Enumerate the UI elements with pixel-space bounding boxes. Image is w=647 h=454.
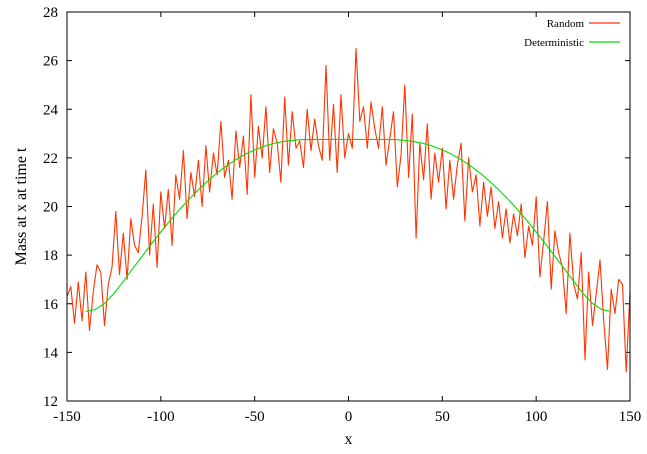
x-tick-label: -100 — [147, 409, 175, 425]
plot-frame — [66, 11, 631, 402]
legend: Random Deterministic — [524, 18, 620, 49]
x-tick-label: 100 — [525, 409, 548, 425]
series-line-deterministic — [85, 138, 612, 313]
y-tick-label: 26 — [43, 54, 59, 70]
y-tick-label: 14 — [43, 345, 59, 361]
x-tick-label: -50 — [245, 409, 265, 425]
tick-labels: -150 -100 -50 0 50 100 150 12 14 16 18 20 22 24 26 28 — [43, 5, 641, 425]
y-axis-label: Mass at x at time t — [13, 147, 30, 265]
x-axis-label: x — [345, 431, 353, 448]
y-tick-label: 16 — [43, 297, 59, 313]
x-tick-label: 150 — [619, 409, 642, 425]
series-line-random — [66, 47, 631, 373]
legend-label-deterministic: Deterministic — [524, 37, 584, 49]
series-layer — [66, 47, 631, 373]
y-tick-label: 18 — [43, 248, 58, 264]
tick-marks — [66, 11, 631, 402]
x-tick-label: 50 — [435, 409, 450, 425]
y-tick-label: 22 — [43, 151, 58, 167]
y-tick-label: 24 — [43, 102, 59, 118]
x-tick-label: -150 — [53, 409, 81, 425]
x-tick-label: 0 — [345, 409, 353, 425]
y-tick-label: 20 — [43, 200, 58, 216]
y-tick-label: 28 — [43, 5, 58, 21]
y-tick-label: 12 — [43, 394, 58, 410]
legend-label-random: Random — [547, 18, 585, 30]
